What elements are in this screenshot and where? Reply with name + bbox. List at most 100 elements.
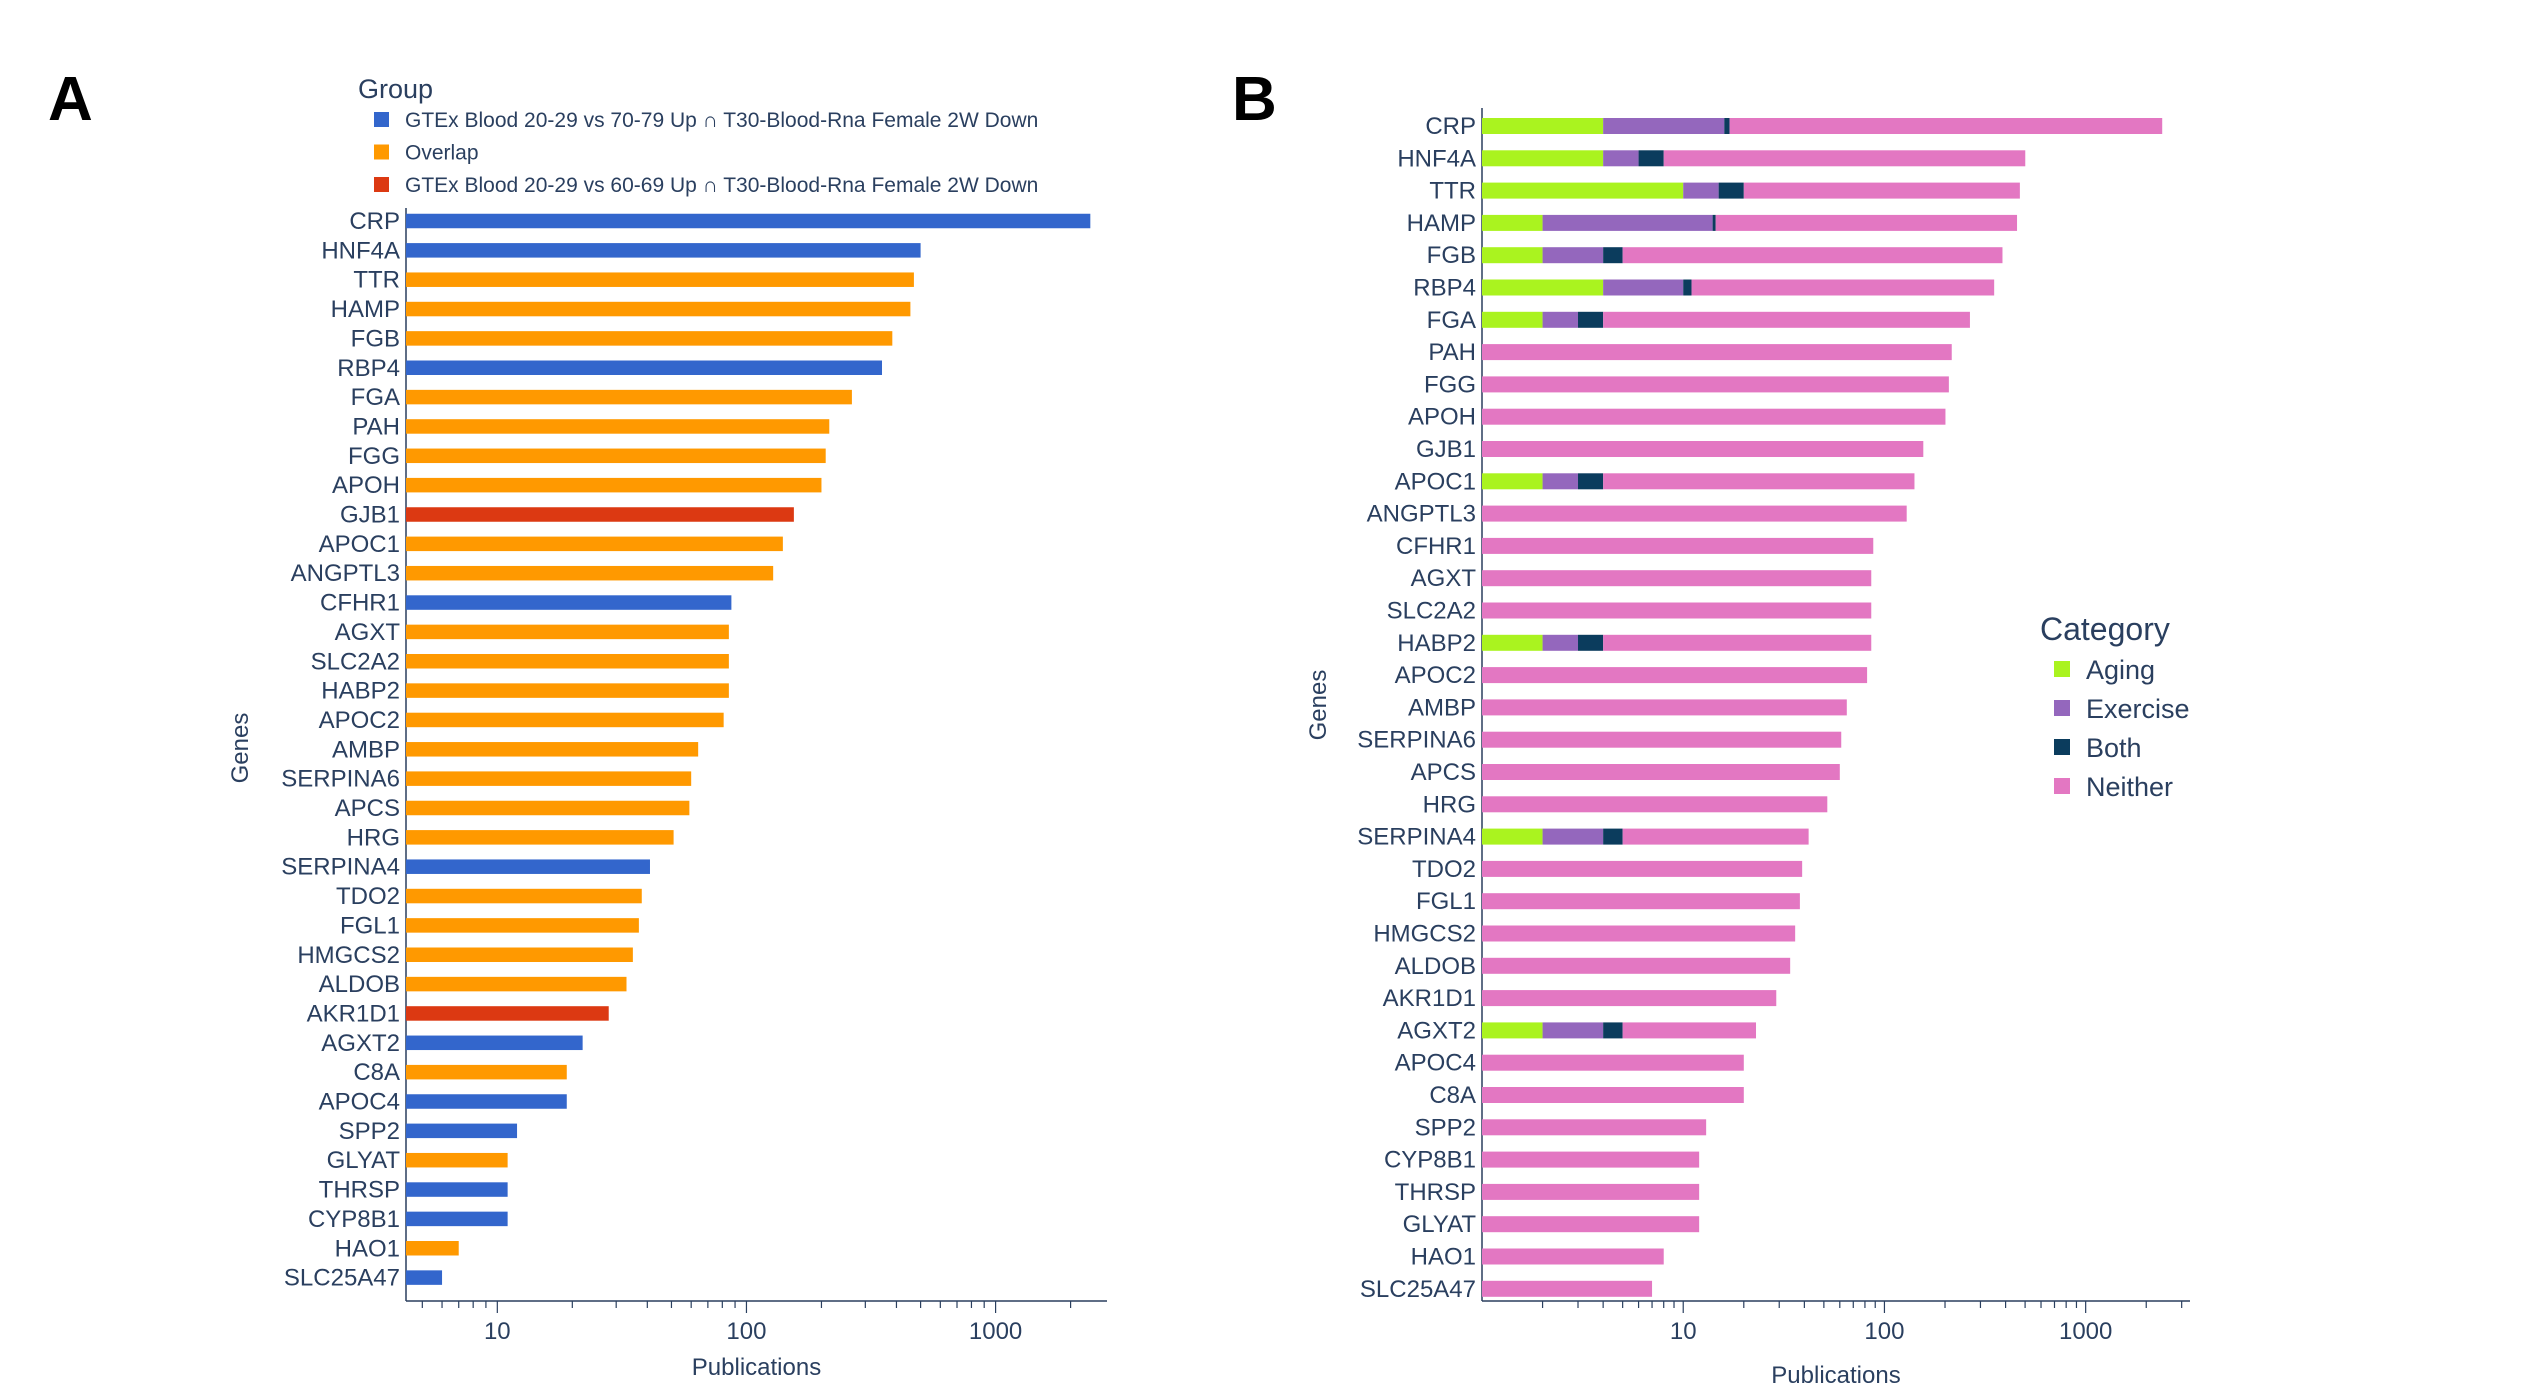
bar-fgg-neither bbox=[1482, 376, 1949, 393]
gene-label-habp2: HABP2 bbox=[321, 678, 400, 705]
bar-rbp4 bbox=[406, 360, 883, 375]
gene-label-fgg: FGG bbox=[348, 443, 400, 470]
gene-label-c8a: C8A bbox=[1429, 1082, 1476, 1109]
bar-apoc1-neither bbox=[1603, 473, 1915, 490]
x-tick-label-100: 100 bbox=[1864, 1318, 1904, 1345]
x-tick-label-10: 10 bbox=[484, 1318, 511, 1345]
gene-label-hrg: HRG bbox=[347, 824, 400, 851]
bar-agxt2-both bbox=[1603, 1022, 1623, 1039]
gene-label-fgl1: FGL1 bbox=[1416, 888, 1476, 915]
bar-gjb1-neither bbox=[1482, 441, 1924, 457]
bar-apoc1-exercise bbox=[1542, 473, 1579, 490]
gene-label-hamp: HAMP bbox=[1407, 210, 1476, 237]
gene-label-crp: CRP bbox=[1425, 113, 1476, 140]
legend-swatch-gtex_7079 bbox=[374, 112, 389, 127]
gene-label-aldob: ALDOB bbox=[319, 971, 400, 998]
bar-hamp-both bbox=[1712, 214, 1716, 231]
gene-label-apoc1: APOC1 bbox=[319, 531, 400, 558]
gene-label-apcs: APCS bbox=[335, 795, 400, 822]
gene-label-c8a: C8A bbox=[353, 1059, 400, 1086]
bar-habp2-aging bbox=[1482, 634, 1543, 651]
x-tick-label-10: 10 bbox=[1670, 1318, 1697, 1345]
bar-apcs-neither bbox=[1482, 764, 1840, 780]
bar-agxt2-exercise bbox=[1542, 1022, 1604, 1039]
gene-label-glyat: GLYAT bbox=[327, 1147, 401, 1174]
bar-pah bbox=[406, 419, 830, 434]
legend-label-overlap: Overlap bbox=[405, 142, 479, 165]
bar-apoh bbox=[406, 477, 822, 493]
gene-label-slc2a2: SLC2A2 bbox=[1387, 598, 1476, 625]
gene-label-agxt: AGXT bbox=[1411, 565, 1477, 592]
gene-label-glyat: GLYAT bbox=[1403, 1211, 1477, 1238]
gene-label-fgl1: FGL1 bbox=[340, 912, 400, 939]
gene-label-thrsp: THRSP bbox=[319, 1177, 400, 1204]
bar-fgb-aging bbox=[1482, 247, 1543, 264]
gene-label-akr1d1: AKR1D1 bbox=[307, 1000, 400, 1027]
bar-fgb-exercise bbox=[1542, 247, 1604, 264]
x-axis-title: Publications bbox=[692, 1354, 821, 1381]
bar-thrsp-neither bbox=[1482, 1183, 1700, 1200]
bar-habp2-both bbox=[1578, 634, 1604, 651]
bar-cyp8b1-neither bbox=[1482, 1151, 1700, 1168]
gene-label-agxt2: AGXT2 bbox=[1397, 1017, 1476, 1044]
bar-slc2a2-neither bbox=[1482, 602, 1872, 619]
gene-label-ttr: TTR bbox=[353, 267, 400, 294]
legend-title: Group bbox=[358, 74, 433, 104]
bar-cfhr1-neither bbox=[1482, 537, 1874, 554]
bar-spp2 bbox=[406, 1123, 518, 1139]
bar-tdo2 bbox=[406, 888, 642, 904]
bar-fgb-both bbox=[1603, 247, 1623, 264]
bar-hnf4a-aging bbox=[1482, 150, 1604, 167]
gene-label-fga: FGA bbox=[1427, 307, 1476, 334]
gene-label-fgb: FGB bbox=[351, 325, 400, 352]
gene-label-crp: CRP bbox=[349, 208, 400, 235]
panel-a: A Group GTEx Blood 20-29 vs 70-79 Up ∩ T30… bbox=[48, 65, 1107, 1381]
gene-label-slc25a47: SLC25A47 bbox=[1360, 1276, 1476, 1303]
gene-label-spp2: SPP2 bbox=[1415, 1114, 1476, 1141]
bar-hmgcs2-neither bbox=[1482, 925, 1796, 942]
legend-swatch-gtex_6069 bbox=[374, 177, 389, 192]
bar-fga bbox=[406, 389, 852, 405]
x-tick-label-100: 100 bbox=[726, 1318, 766, 1345]
bar-apoc4-neither bbox=[1482, 1054, 1744, 1071]
bar-ttr bbox=[406, 272, 914, 287]
gene-label-hao1: HAO1 bbox=[335, 1235, 400, 1262]
bar-apcs bbox=[406, 800, 690, 816]
bar-crp-both bbox=[1724, 118, 1730, 134]
bar-glyat-neither bbox=[1482, 1216, 1700, 1233]
bar-serpina4-both bbox=[1603, 828, 1623, 845]
bar-hamp bbox=[406, 301, 911, 317]
bar-apoc4 bbox=[406, 1094, 567, 1109]
gene-label-ambp: AMBP bbox=[332, 736, 400, 763]
bar-apoc1-aging bbox=[1482, 473, 1543, 490]
x-tick-label-1000: 1000 bbox=[969, 1318, 1022, 1345]
bar-fgb bbox=[406, 331, 893, 346]
bar-hnf4a-neither bbox=[1663, 150, 2026, 167]
bar-fgl1 bbox=[406, 918, 639, 933]
x-axis-title: Publications bbox=[1771, 1362, 1900, 1389]
bar-slc25a47 bbox=[406, 1270, 443, 1285]
bar-hrg-neither bbox=[1482, 796, 1828, 813]
bar-hao1-neither bbox=[1482, 1248, 1664, 1265]
bar-slc2a2 bbox=[406, 654, 729, 669]
bar-apoc2 bbox=[406, 712, 724, 728]
gene-label-agxt: AGXT bbox=[335, 619, 401, 646]
bar-hamp-neither bbox=[1715, 214, 2018, 231]
gene-label-slc25a47: SLC25A47 bbox=[284, 1265, 400, 1292]
bar-akr1d1-neither bbox=[1482, 990, 1777, 1007]
bar-pah-neither bbox=[1482, 344, 1952, 361]
gene-label-hamp: HAMP bbox=[331, 296, 400, 323]
gene-label-slc2a2: SLC2A2 bbox=[311, 648, 400, 675]
bar-aldob bbox=[406, 976, 627, 992]
panel-label-a: A bbox=[48, 65, 93, 134]
bar-crp bbox=[406, 213, 1091, 229]
bar-hamp-aging bbox=[1482, 214, 1543, 231]
bar-serpina4-neither bbox=[1622, 828, 1809, 845]
bar-crp-neither bbox=[1729, 118, 2163, 134]
gene-label-apoh: APOH bbox=[1408, 404, 1476, 431]
gene-label-hmgcs2: HMGCS2 bbox=[297, 942, 400, 969]
panel-label-b: B bbox=[1232, 65, 1277, 134]
bar-serpina4-exercise bbox=[1542, 828, 1604, 845]
bar-rbp4-neither bbox=[1691, 279, 1995, 296]
bar-hnf4a bbox=[406, 243, 921, 258]
